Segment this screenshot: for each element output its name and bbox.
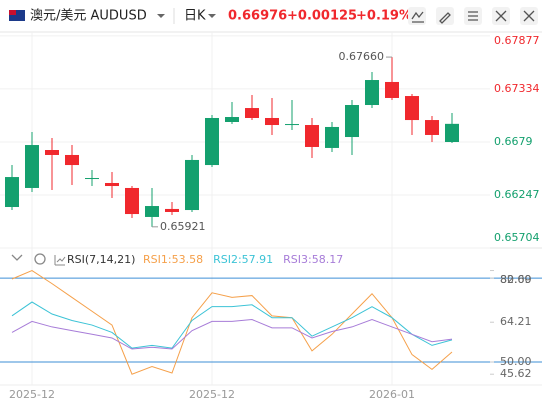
candle-body (45, 150, 59, 155)
settings-icon[interactable] (34, 253, 46, 265)
y-tick-label: 80.00 (500, 273, 532, 286)
y-tick-label: 0.66247 (494, 188, 540, 201)
y-tick-label: 64.21 (500, 315, 532, 328)
candle-body (345, 105, 359, 138)
change-pct: +0.19% (356, 9, 412, 24)
y-tick-label: 0.67334 (494, 82, 540, 95)
y-tick-label: 82.69 (500, 273, 532, 286)
legend-entry: RSI3:58.17 (283, 253, 343, 266)
rsi-line (11, 301, 453, 349)
candle-body (205, 117, 219, 166)
period[interactable]: 日K (184, 9, 206, 24)
collapse-icon[interactable] (11, 254, 23, 261)
tool-button[interactable] (408, 7, 426, 25)
candle-body (245, 108, 259, 118)
y-tick-label: 50.00 (500, 355, 532, 368)
candle-body (165, 208, 179, 212)
candle-body (445, 123, 459, 143)
change: +0.00125 (287, 9, 357, 24)
y-tick-label: 45.62 (500, 367, 532, 380)
y-tick-label: 0.6679 (494, 135, 533, 148)
x-tick-label: 2026-01 (369, 388, 415, 401)
candle-body (385, 81, 399, 98)
tool-icon (411, 11, 424, 23)
candle-body (265, 117, 279, 126)
dropdown-arrow[interactable] (157, 14, 165, 18)
candle-body (405, 96, 419, 121)
tool-icon (439, 12, 451, 24)
y-tick-label: 0.65704 (494, 231, 540, 244)
low-annotation: 0.65921 (160, 220, 206, 233)
legend-entry: RSI2:57.91 (213, 253, 273, 266)
candle-body (105, 182, 119, 187)
candle-body (185, 159, 199, 211)
tool-icon (468, 11, 478, 21)
candle-body (85, 178, 99, 180)
candle-body (5, 177, 19, 208)
candle-body (325, 126, 339, 148)
candle-body (125, 187, 139, 215)
rsi-line (11, 319, 453, 350)
indicator-icon (54, 255, 66, 266)
price: 0.66976 (228, 9, 287, 24)
tool-icon (495, 10, 507, 22)
dropdown-arrow[interactable] (208, 14, 216, 18)
candle-body (145, 206, 159, 217)
candle-body (365, 80, 379, 106)
x-tick-label: 2025-12 (9, 388, 55, 401)
candle-body (305, 125, 319, 147)
y-tick-label: 0.67877 (494, 34, 540, 47)
flag-icon (9, 10, 25, 21)
candle-body (425, 120, 439, 135)
candle-body (25, 145, 39, 188)
indicator-name: RSI(7,14,21) (67, 253, 135, 266)
rsi-line (11, 269, 453, 375)
candle-body (225, 117, 239, 122)
x-tick-label: 2025-12 (189, 388, 235, 401)
tool-icon (523, 10, 535, 22)
legend-entry: RSI1:53.58 (143, 253, 203, 266)
candle-body (285, 124, 299, 126)
candle-body (65, 154, 79, 166)
pair-name[interactable]: 澳元/美元 AUDUSD (30, 8, 147, 24)
high-annotation: 0.67660 (339, 50, 385, 63)
